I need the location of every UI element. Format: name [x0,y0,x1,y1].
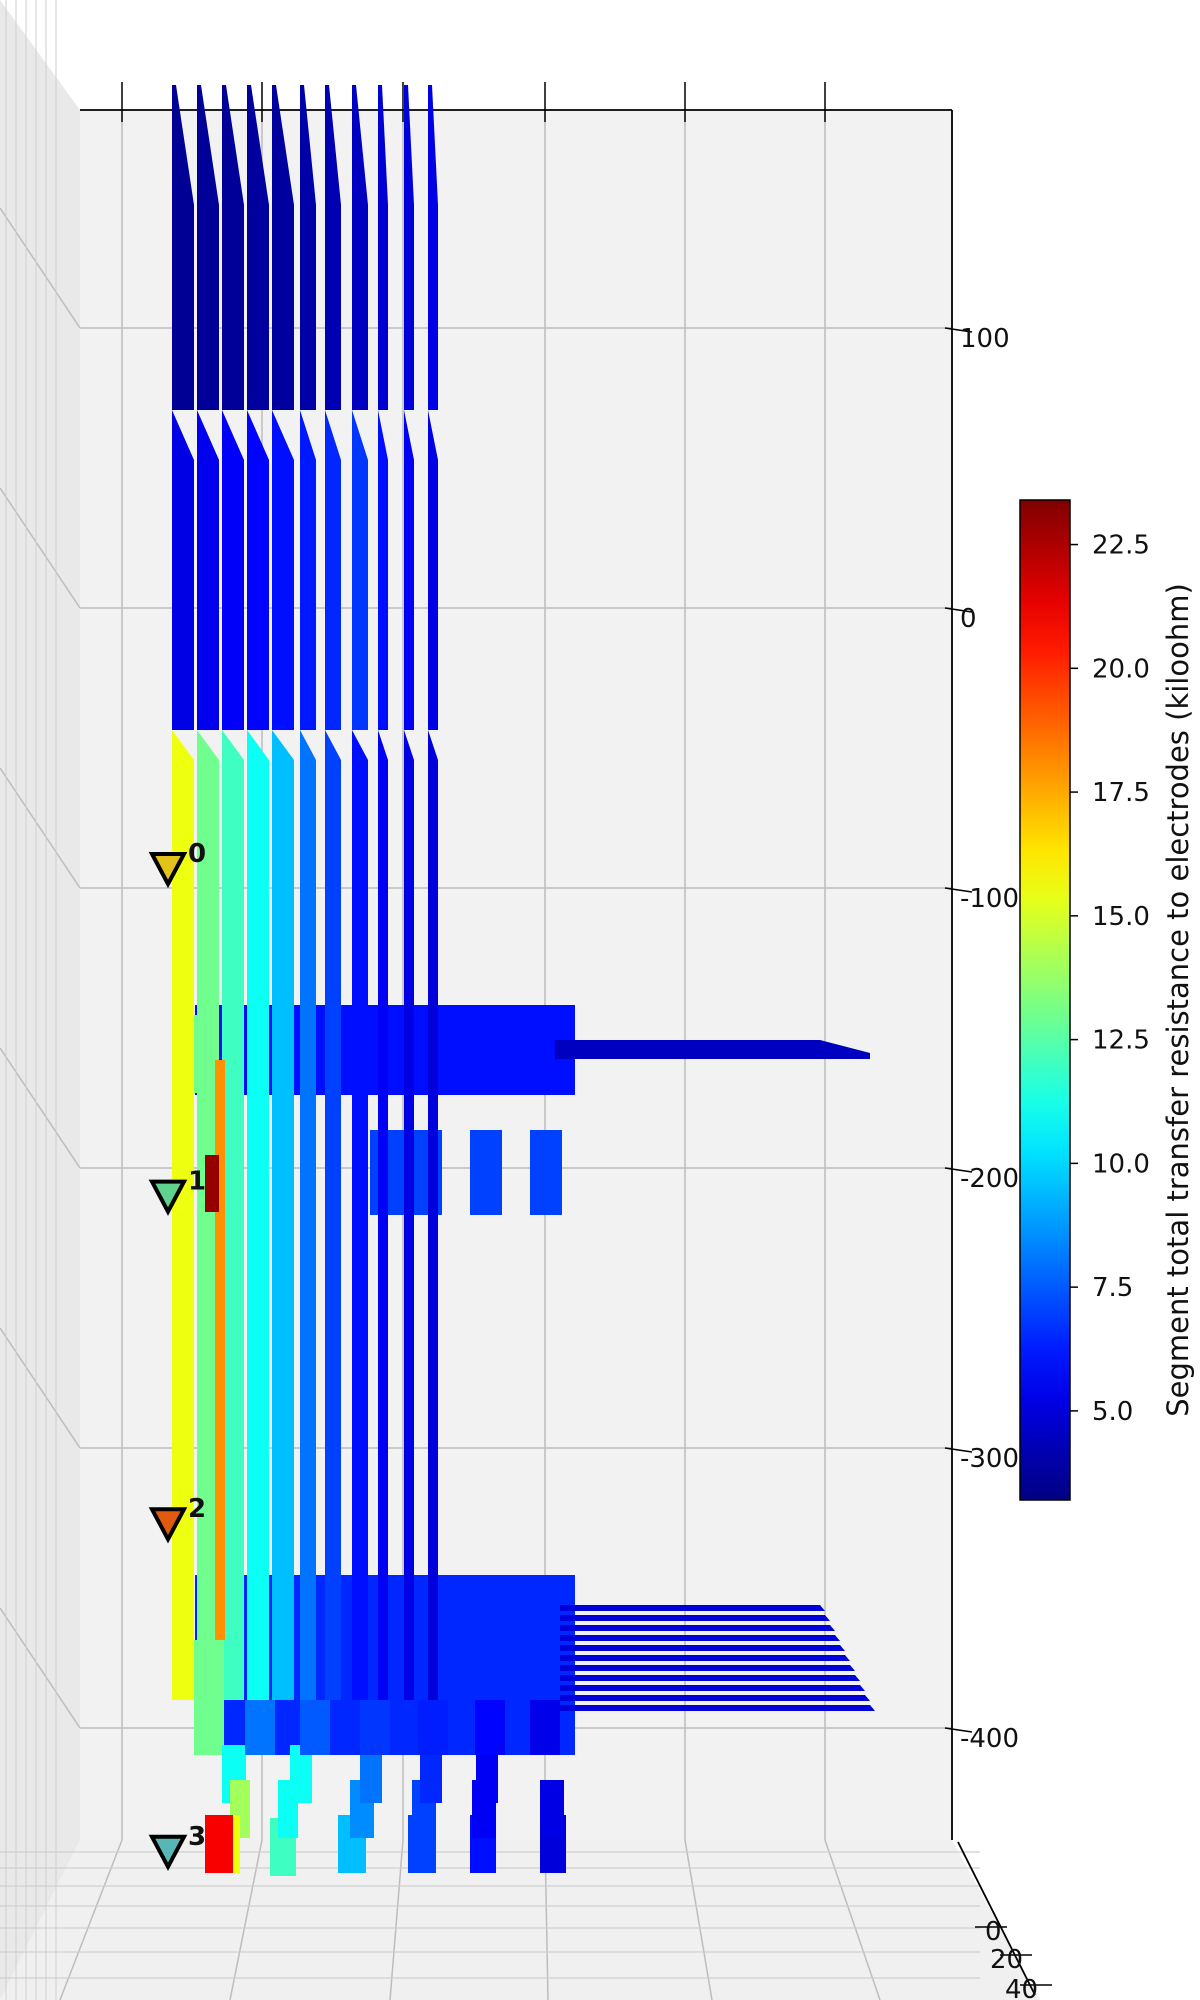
colorbar-tick-label: 5.0 [1092,1397,1133,1427]
z-tick-label: -200 [960,1164,1019,1194]
electrode-0: 0 [148,839,206,889]
dendrite-d1 [172,85,194,1700]
electrode-marker-icon [148,1507,188,1544]
z-tick-mark [944,1447,973,1453]
colorbar-ticks: 5.0 7.5 10.0 12.5 15.0 17.5 20.0 22.5 [1070,531,1150,1427]
z-tick-label: -100 [960,884,1019,914]
dendrite-d6 [300,85,316,1700]
colorbar-label: Segment total transfer resistance to ele… [1161,583,1195,1417]
z-tick-mark [944,1167,973,1173]
bottom-pane [0,1840,1040,2000]
z-tick-label: 100 [960,324,1010,354]
electrode-marker-icon [148,852,188,889]
colorbar [1019,499,1071,1501]
dendrite-d3 [222,85,244,1700]
colorbar-tick-label: 7.5 [1092,1273,1133,1303]
electrode-label: 0 [188,839,206,869]
dendrite-d2 [197,85,219,1700]
neuron-morphology [172,85,875,1876]
depth-tick-label: 0 [985,1917,1002,1947]
z-tick-mark [944,1727,973,1733]
depth-tick-label: 40 [1005,1975,1038,2000]
electrode-1: 1 [148,1167,206,1216]
colorbar-tick-label: 15.0 [1092,902,1150,932]
electrode-marker-icon [148,1834,188,1872]
dendrite-d9 [378,85,388,1700]
electrode-2: 2 [148,1494,206,1544]
electrode-label: 3 [188,1822,206,1852]
electrode-markers: 0 1 2 3 [148,839,206,1872]
electrode-marker-icon [148,1179,188,1216]
colorbar-tick-label: 22.5 [1092,531,1150,561]
colorbar-tick-label: 20.0 [1092,654,1150,684]
dendrite-d4 [247,85,269,1700]
z-tick-mark [944,327,973,333]
z-tick-mark [944,607,973,613]
dendrite-d11 [428,85,438,1700]
z-tick-label: 0 [960,604,977,634]
dendrite-d7 [325,85,341,1700]
z-tick-label: -400 [960,1724,1019,1754]
dendrite-d10 [404,85,414,1700]
z-tick-label: -300 [960,1444,1019,1474]
z-axis: 100 0 -100 -200 -300 -400 [944,324,1019,1754]
dendrite-d5 [272,85,294,1700]
colorbar-tick-label: 12.5 [1092,1026,1150,1056]
electrode-3: 3 [148,1822,206,1872]
z-tick-mark [944,887,973,893]
colorbar-tick-label: 17.5 [1092,778,1150,808]
depth-tick-label: 20 [990,1945,1023,1975]
electrode-label: 2 [188,1494,206,1524]
dendrite-d8 [352,85,368,1700]
left-pane [0,0,80,2000]
electrode-label: 1 [188,1167,206,1197]
colorbar-tick-label: 10.0 [1092,1149,1150,1179]
